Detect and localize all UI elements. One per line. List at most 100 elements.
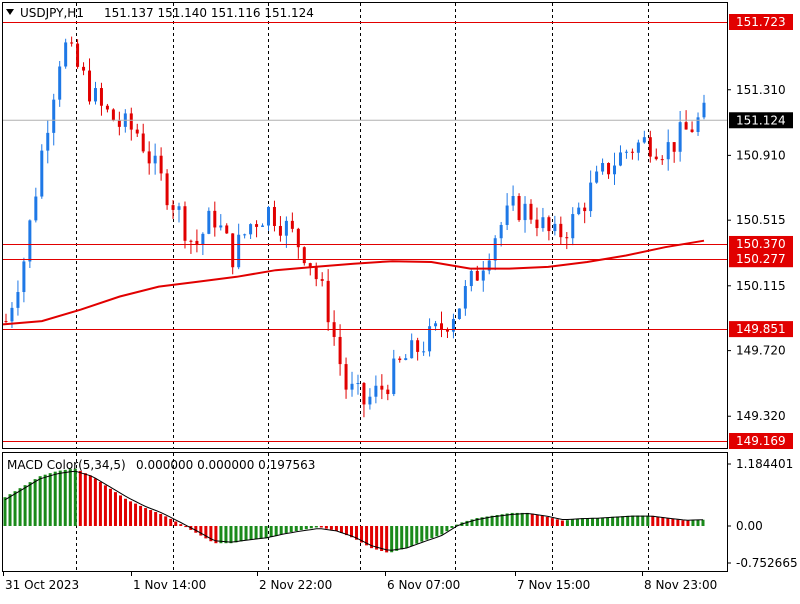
time-tick-label: 31 Oct 2023 <box>5 578 79 592</box>
macd-panel-frame <box>2 452 728 572</box>
macd-bar-up <box>68 469 72 526</box>
macd-bar-up <box>601 517 605 526</box>
macd-bar-down <box>681 520 685 526</box>
price-tick-label: 150.515 <box>736 213 786 227</box>
bear-candle <box>517 196 521 221</box>
macd-bar-up <box>284 526 288 533</box>
macd-bar-down <box>555 519 559 526</box>
bear-candle <box>225 225 229 234</box>
bear-candle <box>105 105 109 110</box>
bear-candle <box>278 225 282 236</box>
time-tick-label: 1 Nov 14:00 <box>133 578 206 592</box>
macd-bar-down <box>88 475 92 526</box>
bull-candle <box>428 326 432 352</box>
macd-tick-label: 1.184401 <box>736 457 793 471</box>
macd-bar-up <box>420 526 424 542</box>
macd-bar-down <box>319 526 323 528</box>
macd-bar-up <box>415 526 419 544</box>
macd-bar-down <box>144 508 148 526</box>
macd-bar-up <box>13 491 17 526</box>
bear-candle <box>583 207 587 212</box>
macd-bar-down <box>385 526 389 553</box>
time-tick-label: 7 Nov 15:00 <box>517 578 590 592</box>
bear-candle <box>141 133 145 152</box>
symbol-label: USDJPY,H1 <box>20 6 84 20</box>
bear-candle <box>111 109 115 121</box>
macd-bar-up <box>304 526 308 530</box>
bull-candle <box>577 207 581 215</box>
macd-bar-up <box>575 518 579 526</box>
bear-candle <box>565 237 569 239</box>
level-tag-label: 150.277 <box>736 252 786 266</box>
macd-bar-up <box>405 526 409 548</box>
bear-candle <box>326 280 330 323</box>
chart-header: USDJPY,H1 151.137 151.140 151.116 151.12… <box>6 6 314 20</box>
macd-bar-up <box>289 526 293 532</box>
moving-average <box>2 239 705 326</box>
bear-candle <box>165 173 169 206</box>
bear-candle <box>607 163 611 175</box>
bear-candle <box>296 228 300 248</box>
price-tick-label: 150.115 <box>736 279 786 293</box>
macd-bar-down <box>370 526 374 549</box>
bear-candle <box>255 224 259 227</box>
price-tick-label: 151.310 <box>736 83 786 97</box>
macd-bar-down <box>139 505 143 526</box>
dropdown-triangle-icon[interactable] <box>6 9 14 15</box>
macd-tick-label: -0.752665 <box>736 556 798 570</box>
bull-candle <box>434 323 438 327</box>
macd-bar-up <box>580 518 584 526</box>
bull-candle <box>422 351 426 353</box>
bull-candle <box>201 233 205 245</box>
macd-bar-up <box>485 516 489 526</box>
bull-candle <box>541 217 545 229</box>
bull-candle <box>487 260 491 271</box>
bear-candle <box>171 205 175 210</box>
level-tag <box>729 235 793 252</box>
bear-candle <box>416 340 420 352</box>
macd-bar-down <box>124 498 128 526</box>
macd-bar-up <box>450 526 454 528</box>
bear-candle <box>195 240 199 245</box>
bear-candle <box>147 151 151 164</box>
bull-candle <box>243 234 247 236</box>
bear-candle <box>684 122 688 130</box>
macd-bar-down <box>380 526 384 551</box>
macd-bar-up <box>490 515 494 526</box>
moving-average-line <box>2 239 705 326</box>
level-tag <box>729 14 793 30</box>
macd-bar-down <box>129 501 133 526</box>
macd-bar-up <box>596 518 600 526</box>
macd-bar-up <box>646 515 650 526</box>
macd-bar-up <box>495 515 499 526</box>
macd-bar-down <box>184 526 188 528</box>
bear-candle <box>70 42 74 44</box>
bear-candle <box>338 336 342 365</box>
bull-candle <box>34 196 38 221</box>
time-tick-label: 8 Nov 23:00 <box>644 578 717 592</box>
candlestick-series <box>3 36 727 418</box>
bull-candle <box>404 358 408 361</box>
macd-bar-down <box>149 510 153 526</box>
macd-bar-down <box>375 526 379 550</box>
macd-bar-up <box>440 526 444 535</box>
bear-candle <box>88 70 92 102</box>
macd-bar-up <box>691 520 695 526</box>
bear-candle <box>183 206 187 241</box>
bull-candle <box>505 205 509 225</box>
bear-candle <box>362 383 366 405</box>
macd-bar-up <box>626 515 630 526</box>
macd-bar-down <box>686 520 690 526</box>
macd-bar-down <box>164 516 168 526</box>
bear-candle <box>440 323 444 330</box>
bear-candle <box>630 151 634 153</box>
macd-bar-down <box>78 470 82 526</box>
macd-bar-up <box>586 518 590 526</box>
macd-bar-down <box>545 516 549 526</box>
macd-bar-up <box>445 526 449 532</box>
macd-bar-up <box>28 482 32 526</box>
bull-candle <box>595 171 599 183</box>
macd-bar-up <box>58 470 62 526</box>
